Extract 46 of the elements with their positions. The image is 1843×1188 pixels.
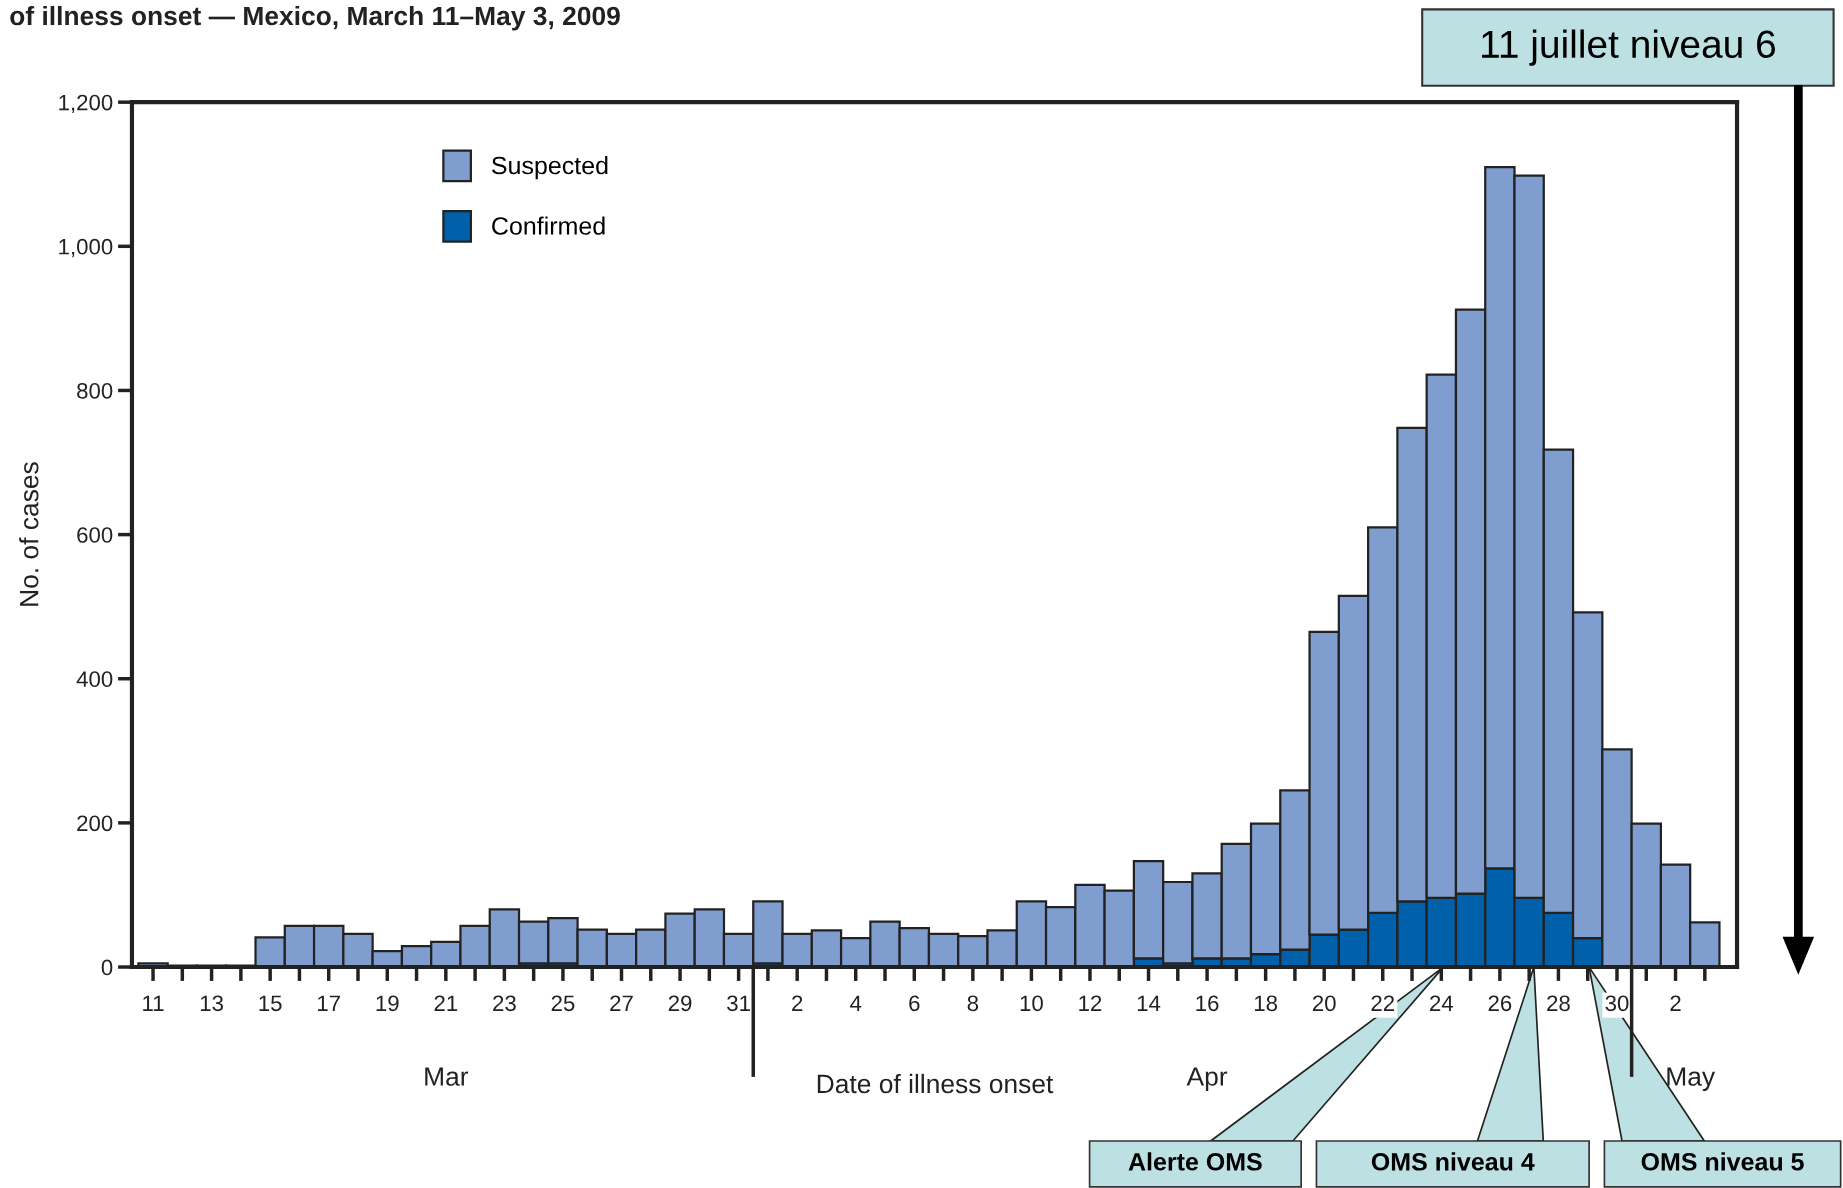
x-tick-label: 25: [551, 995, 575, 1012]
y-tick-label: 200: [77, 815, 113, 832]
x-tick-label: 23: [493, 995, 516, 1012]
y-tick-label: 1,200: [59, 94, 113, 114]
x-tick-label: 14: [1137, 995, 1161, 1011]
text: 11 juillet niveau 6: [1482, 29, 1776, 66]
text: Mar: [425, 1067, 469, 1086]
x-tick-label: 24: [1430, 995, 1454, 1011]
x-tick-label: 6: [909, 995, 920, 1012]
x-tick-label: 29: [668, 995, 692, 1012]
x-tick-label: 17: [318, 995, 340, 1011]
x-tick-label: 15: [259, 995, 282, 1012]
y-tick-label: 600: [77, 527, 113, 543]
x-tick-label: 2: [1670, 995, 1681, 1011]
x-tick-label: 11: [143, 995, 164, 1011]
text: May: [1667, 1067, 1716, 1092]
x-tick-label: 16: [1196, 995, 1219, 1012]
x-tick-label: 2: [792, 995, 803, 1011]
y-tick-label: 400: [76, 671, 113, 688]
x-axis-title: Date of illness onset: [817, 1073, 1054, 1094]
x-tick-label: 28: [1547, 995, 1570, 1012]
y-tick-label: 1,000: [59, 238, 113, 258]
chart-title: of illness onset — Mexico, March 11–May 3, 2009: [10, 5, 620, 31]
x-tick-label: 30: [1605, 995, 1629, 1012]
x-tick-label: 10: [1020, 995, 1043, 1012]
x-tick-label: 20: [1312, 995, 1336, 1012]
x-tick-label: 4: [850, 995, 862, 1011]
text: OMS niveau 5: [1641, 1152, 1804, 1171]
x-tick-label: 22: [1371, 995, 1394, 1011]
x-tick-label: 19: [376, 995, 399, 1012]
y-axis-title: No. of cases: [19, 462, 39, 606]
x-tick-label: 18: [1254, 995, 1278, 1012]
legend-label: Confirmed: [492, 216, 605, 235]
y-tick-label: 800: [77, 382, 113, 399]
x-tick-label: 21: [434, 995, 458, 1011]
x-tick-label: 8: [967, 995, 979, 1012]
y-tick-label: 0: [101, 959, 113, 976]
x-tick-label: 31: [727, 995, 750, 1012]
x-tick-label: 13: [200, 995, 223, 1012]
x-tick-label: 26: [1488, 995, 1512, 1012]
text: Alerte OMS: [1128, 1152, 1262, 1171]
x-tick-label: 27: [610, 995, 633, 1011]
text: OMS niveau 4: [1371, 1152, 1535, 1171]
text: Apr: [1186, 1067, 1228, 1092]
legend-label: Suspected: [492, 156, 608, 180]
x-tick-label: 12: [1079, 995, 1102, 1011]
